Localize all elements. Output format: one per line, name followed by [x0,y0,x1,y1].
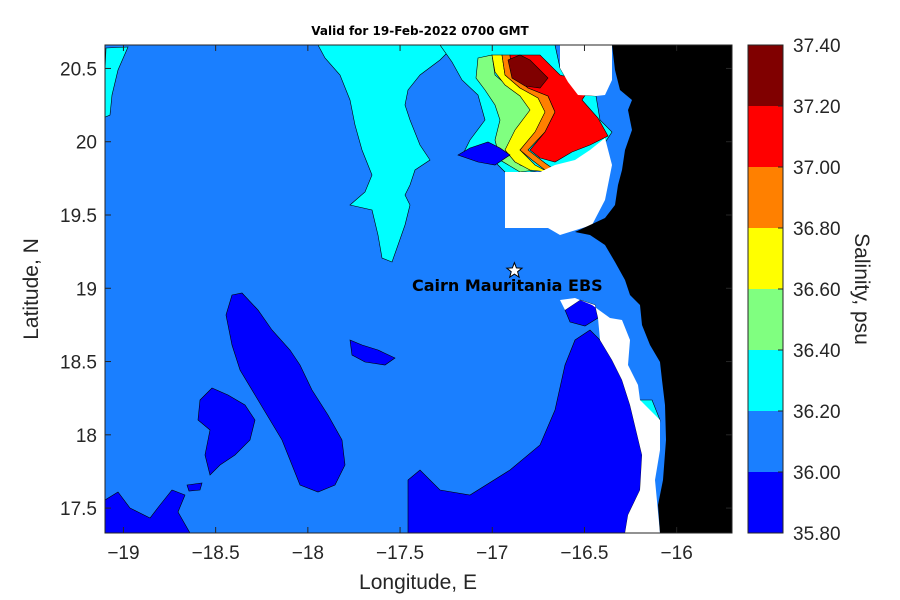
x-tick-label: −17 [476,543,508,564]
colorbar-tick-label: 36.20 [793,402,841,423]
colorbar-segment [748,472,783,533]
colorbar-tick-label: 37.00 [793,158,841,179]
colorbar-tick-label: 36.80 [793,219,841,240]
x-tick-label: −16 [661,543,693,564]
colorbar-tick-label: 36.60 [793,280,841,301]
station-star-icon [505,261,524,279]
colorbar-segment [748,106,783,167]
x-axis: −19 −18.5 −18 −17.5 −17 −16.5 −16 [107,45,693,564]
plot-frame [104,44,733,534]
colorbar-tick-label: 35.80 [793,524,841,545]
y-tick-label: 20 [76,133,97,154]
y-tick-label: 19.5 [60,206,97,227]
colorbar-segment [748,289,783,350]
salinity-band-35.8-36.0 [105,141,643,533]
x-tick-label: −19 [107,543,139,564]
colorbar-tick-label: 36.40 [793,341,841,362]
colorbar-segment [748,350,783,411]
y-tick-label: 18.5 [60,353,97,374]
x-tick-label: −16.5 [560,543,608,564]
chart-title: Valid for 19-Feb-2022 0700 GMT [311,24,529,38]
y-axis-label: Latitude, N [20,238,43,340]
station-label: Cairn Mauritania EBS [412,276,603,295]
x-tick-label: −18 [292,543,324,564]
x-tick-label: −18.5 [192,543,240,564]
station-marker: Cairn Mauritania EBS [412,261,603,295]
colorbar-segment [748,228,783,289]
colorbar-tick-label: 37.20 [793,97,841,118]
y-tick-label: 18 [76,426,97,447]
colorbar: 35.80 36.00 36.20 36.40 36.60 36.80 37.00 37.20… [747,36,841,545]
colorbar-segment [748,411,783,472]
y-tick-label: 20.5 [60,59,97,80]
y-tick-label: 17.5 [60,499,97,520]
y-axis: 17.5 18 18.5 19 19.5 20 20.5 [60,59,732,520]
colorbar-segment [748,167,783,228]
colorbar-tick-label: 37.40 [793,36,841,57]
no-data-area [505,45,660,533]
salinity-band-37.2-37.4 [507,54,549,89]
colorbar-tick-label: 36.00 [793,463,841,484]
colorbar-label: Salinity, psu [850,233,873,345]
colorbar-segment [748,45,783,106]
x-tick-label: −17.5 [376,543,424,564]
x-axis-label: Longitude, E [359,571,477,594]
y-tick-label: 19 [76,279,97,300]
land-mass [575,45,732,533]
